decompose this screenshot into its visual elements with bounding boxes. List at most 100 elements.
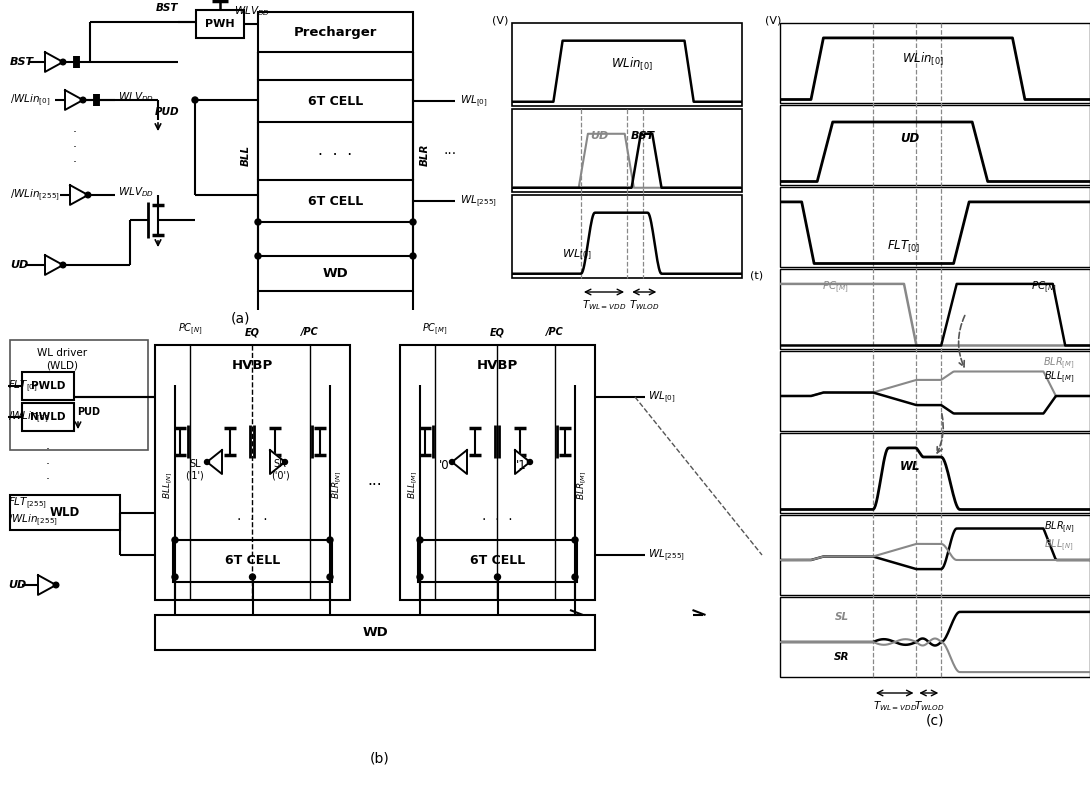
Circle shape bbox=[60, 262, 65, 267]
Text: '0': '0' bbox=[439, 458, 453, 472]
Circle shape bbox=[417, 537, 423, 543]
Text: UD: UD bbox=[900, 132, 920, 145]
Circle shape bbox=[205, 459, 209, 465]
Bar bbox=[400, 345, 595, 600]
Bar bbox=[10, 340, 148, 450]
Circle shape bbox=[85, 193, 90, 198]
Circle shape bbox=[255, 219, 261, 225]
Polygon shape bbox=[45, 255, 63, 275]
Text: $/WLin_{[255]}$: $/WLin_{[255]}$ bbox=[10, 187, 60, 203]
Text: $WL_{[255]}$: $WL_{[255]}$ bbox=[647, 547, 685, 563]
Text: EQ: EQ bbox=[244, 327, 259, 337]
Text: 6T CELL: 6T CELL bbox=[307, 195, 363, 208]
Text: 6T CELL: 6T CELL bbox=[307, 95, 363, 107]
Polygon shape bbox=[207, 450, 222, 474]
Polygon shape bbox=[45, 52, 63, 72]
Text: $WL_{[0]}$: $WL_{[0]}$ bbox=[460, 93, 487, 109]
Text: $BLL_{[N]}$: $BLL_{[N]}$ bbox=[161, 471, 174, 499]
Text: (c): (c) bbox=[925, 714, 944, 728]
Circle shape bbox=[255, 253, 261, 259]
Text: /PC: /PC bbox=[301, 327, 319, 337]
Circle shape bbox=[572, 574, 578, 580]
Text: $T_{WLOD}$: $T_{WLOD}$ bbox=[629, 298, 659, 312]
Bar bbox=[780, 351, 1090, 431]
Polygon shape bbox=[65, 90, 83, 110]
Text: ...: ... bbox=[444, 143, 457, 157]
Text: $PC_{[M]}$: $PC_{[M]}$ bbox=[823, 279, 849, 294]
Text: $PC_{[M]}$: $PC_{[M]}$ bbox=[422, 321, 448, 337]
Text: WL: WL bbox=[900, 460, 920, 473]
Text: EQ: EQ bbox=[489, 327, 505, 337]
Text: (V): (V) bbox=[492, 15, 508, 25]
Bar bbox=[780, 105, 1090, 185]
Text: $FLT_{[0]}$: $FLT_{[0]}$ bbox=[8, 378, 38, 394]
Text: $BLR_{[M]}$: $BLR_{[M]}$ bbox=[1043, 355, 1075, 371]
Text: SR
('0'): SR ('0') bbox=[270, 459, 289, 481]
Text: ·
·
·: · · · bbox=[73, 126, 77, 170]
Bar bbox=[780, 269, 1090, 349]
Circle shape bbox=[410, 253, 416, 259]
Text: $WLV_{DD}$: $WLV_{DD}$ bbox=[234, 4, 270, 18]
Text: $PC_{[N]}$: $PC_{[N]}$ bbox=[178, 321, 203, 337]
Bar bbox=[780, 515, 1090, 595]
Bar bbox=[258, 256, 413, 291]
Text: Precharger: Precharger bbox=[294, 25, 377, 39]
Text: $PC_{[N]}$: $PC_{[N]}$ bbox=[1030, 279, 1056, 294]
Text: UD: UD bbox=[8, 580, 26, 590]
Text: $FLT_{[0]}$: $FLT_{[0]}$ bbox=[887, 239, 921, 255]
Text: $BLL_{[M]}$: $BLL_{[M]}$ bbox=[1044, 368, 1074, 384]
Text: $BLL_{[M]}$: $BLL_{[M]}$ bbox=[407, 471, 420, 499]
Bar bbox=[173, 540, 332, 582]
Text: WL driver: WL driver bbox=[37, 348, 87, 358]
Bar bbox=[258, 12, 413, 52]
Bar bbox=[780, 433, 1090, 513]
Text: $/WLin_{[0]}$: $/WLin_{[0]}$ bbox=[8, 409, 49, 425]
Text: NWLD: NWLD bbox=[31, 412, 65, 422]
Bar bbox=[780, 597, 1090, 677]
Text: WD: WD bbox=[323, 267, 349, 280]
Bar bbox=[155, 615, 595, 650]
Polygon shape bbox=[514, 450, 530, 474]
Text: $BLL_{[N]}$: $BLL_{[N]}$ bbox=[1044, 537, 1074, 553]
Bar bbox=[258, 180, 413, 222]
Circle shape bbox=[60, 59, 65, 65]
Text: $FLT_{[255]}$: $FLT_{[255]}$ bbox=[8, 495, 47, 511]
Text: ...: ... bbox=[367, 473, 383, 488]
Circle shape bbox=[528, 459, 533, 465]
Text: UD: UD bbox=[591, 130, 608, 140]
Circle shape bbox=[172, 574, 178, 580]
Text: ·  ·  ·: · · · bbox=[482, 513, 512, 527]
Text: $WLV_{DD}$: $WLV_{DD}$ bbox=[118, 185, 154, 199]
Bar bbox=[417, 540, 577, 582]
Polygon shape bbox=[38, 575, 56, 595]
Circle shape bbox=[327, 537, 334, 543]
Text: $WL_{[0]}$: $WL_{[0]}$ bbox=[647, 389, 676, 405]
Circle shape bbox=[417, 574, 423, 580]
Circle shape bbox=[172, 537, 178, 543]
Circle shape bbox=[410, 219, 416, 225]
Text: (t): (t) bbox=[750, 271, 763, 281]
Text: WLD: WLD bbox=[50, 507, 81, 519]
Polygon shape bbox=[270, 450, 284, 474]
Text: PWH: PWH bbox=[205, 19, 234, 29]
Text: SL
('1'): SL ('1') bbox=[185, 459, 205, 481]
Bar bbox=[258, 80, 413, 122]
Text: $WLin_{[0]}$: $WLin_{[0]}$ bbox=[901, 51, 944, 69]
Text: $/WLin_{[255]}$: $/WLin_{[255]}$ bbox=[8, 512, 58, 528]
Text: $WL_{[0]}$: $WL_{[0]}$ bbox=[561, 248, 591, 262]
Text: UD: UD bbox=[10, 260, 28, 270]
Text: PUD: PUD bbox=[77, 407, 100, 417]
Text: PWLD: PWLD bbox=[31, 381, 65, 391]
Bar bbox=[780, 23, 1090, 103]
Bar bbox=[155, 345, 350, 600]
Text: $/WLin_{[0]}$: $/WLin_{[0]}$ bbox=[10, 92, 50, 108]
Text: ·
·
·: · · · bbox=[46, 443, 50, 487]
Text: $WLin_{[0]}$: $WLin_{[0]}$ bbox=[610, 56, 653, 73]
Text: $WLV_{DD}$: $WLV_{DD}$ bbox=[118, 90, 154, 104]
Text: $BLR_{[N]}$: $BLR_{[N]}$ bbox=[330, 471, 343, 499]
Text: ·  ·  ·: · · · bbox=[318, 148, 352, 163]
Text: (WLD): (WLD) bbox=[46, 360, 78, 370]
Text: HVBP: HVBP bbox=[232, 358, 274, 372]
Circle shape bbox=[250, 574, 255, 580]
Bar bbox=[512, 109, 742, 192]
